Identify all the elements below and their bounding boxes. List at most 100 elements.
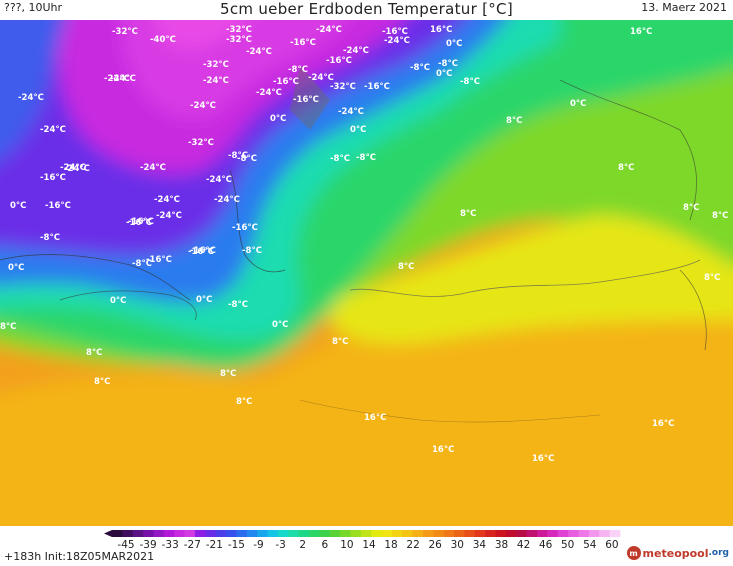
colorbar-tick-label: 22	[406, 539, 419, 550]
temperature-label: -24°C	[246, 47, 272, 57]
temperature-label: 0°C	[436, 69, 452, 79]
temperature-label: -24°C	[104, 74, 130, 84]
colorbar-swatch	[329, 530, 341, 537]
colorbar-swatch	[163, 530, 175, 537]
temperature-label: -16°C	[232, 223, 258, 233]
temperature-label: -24°C	[110, 74, 136, 84]
temperature-label: -8°C	[242, 246, 262, 256]
temperature-label: -16°C	[382, 27, 408, 37]
temperature-label: 0°C	[10, 201, 26, 211]
colorbar-swatch	[184, 530, 196, 537]
colorbar-swatch	[246, 530, 258, 537]
colorbar-swatch	[143, 530, 154, 537]
temperature-label: 0°C	[446, 39, 462, 49]
colorbar-tick-label: 54	[583, 539, 597, 550]
temperature-label: -24°C	[60, 163, 86, 173]
temperature-label: -8°C	[228, 151, 248, 161]
colorbar-swatch	[547, 530, 559, 537]
temperature-label: -32°C	[188, 138, 214, 148]
colorbar-swatch	[132, 530, 144, 537]
colorbar-tick-label: -33	[162, 539, 179, 550]
colorbar-swatch	[236, 530, 248, 537]
temperature-label: 0°C	[8, 263, 24, 273]
temperature-label: 16°C	[652, 419, 674, 429]
temperature-label: 16°C	[432, 445, 454, 455]
temperature-label: -16°C	[293, 95, 319, 105]
colorbar-tick-label: 50	[561, 539, 574, 550]
temperature-label: -24°C	[156, 211, 182, 221]
colorbar-swatch	[516, 530, 528, 537]
temperature-label: 0°C	[350, 125, 366, 135]
colorbar-swatch	[226, 530, 237, 537]
temperature-label: -24°C	[154, 195, 180, 205]
temperature-label: -16°C	[128, 217, 154, 227]
colorbar-swatch	[464, 530, 476, 537]
colorbar-swatch	[588, 530, 600, 537]
temperature-label: 0°C	[196, 295, 212, 305]
temperature-label: 16°C	[364, 413, 386, 423]
colorbar-tick-label: 18	[384, 539, 397, 550]
colorbar-swatch	[267, 530, 279, 537]
colorbar-swatch	[578, 530, 590, 537]
temperature-label: 8°C	[506, 116, 522, 126]
temperature-label: 8°C	[618, 163, 634, 173]
temperature-label: -24°C	[343, 46, 369, 56]
temperature-label: -32°C	[203, 60, 229, 70]
colorbar-swatch	[526, 530, 538, 537]
colorbar-swatch	[557, 530, 569, 537]
temperature-label: 16°C	[630, 27, 652, 37]
temperature-label: -24°C	[18, 93, 44, 103]
colorbar-swatch	[381, 530, 393, 537]
temperature-label: 8°C	[236, 397, 252, 407]
colorbar-tick-label: 60	[605, 539, 618, 550]
colorbar-swatch	[319, 530, 331, 537]
temperature-label: -24°C	[308, 73, 334, 83]
temperature-label: -8°C	[237, 154, 257, 164]
temperature-label: 8°C	[704, 273, 720, 283]
temperature-label: -8°C	[438, 59, 458, 69]
temperature-label: -8°C	[356, 153, 376, 163]
temperature-label: -24°C	[140, 163, 166, 173]
colorbar-swatch	[153, 530, 165, 537]
colorbar-legend: -45 -39 -33 -27 -21 -15 -9 -3 2 6 10 14 18 22 26 30 34 38…	[0, 526, 733, 566]
temperature-label: 8°C	[94, 377, 110, 387]
colorbar-ticks: -45 -39 -33 -27 -21 -15 -9 -3 2 6 10 14 18 22 26 30 34 38…	[117, 539, 618, 551]
temperature-label: -8°C	[330, 154, 350, 164]
temperature-label: -24°C	[40, 125, 66, 135]
temperature-label: 16°C	[430, 25, 452, 35]
temperature-label: -16°C	[188, 247, 214, 257]
colorbar-swatches	[104, 530, 621, 537]
temperature-label: -24°C	[214, 195, 240, 205]
temperature-label: -16°C	[45, 201, 71, 211]
colorbar-swatch	[454, 530, 465, 537]
colorbar-swatch	[360, 530, 372, 537]
temperature-label: -40°C	[150, 35, 176, 45]
colorbar-swatch	[205, 530, 217, 537]
colorbar-swatch	[194, 530, 206, 537]
colorbar-tick-label: -45	[117, 539, 134, 550]
colorbar-swatch	[433, 530, 445, 537]
colorbar-tick-label: -27	[184, 539, 201, 550]
colorbar-swatch	[174, 530, 185, 537]
colorbar-swatch	[122, 530, 134, 537]
colorbar-swatch	[599, 530, 611, 537]
temperature-label: -16°C	[364, 82, 390, 92]
temperature-label: 8°C	[398, 262, 414, 272]
meteopool-logo[interactable]: m meteopool .org	[626, 546, 729, 560]
colorbar-tick-label: 42	[517, 539, 530, 550]
colorbar-swatch	[537, 530, 548, 537]
colorbar-arrow-icon	[104, 530, 112, 537]
colorbar-swatch	[350, 530, 362, 537]
colorbar-swatch	[215, 530, 227, 537]
colorbar-swatch	[391, 530, 403, 537]
logo-icon: m	[626, 546, 641, 560]
temperature-label: 0°C	[570, 99, 586, 109]
colorbar-swatch	[423, 530, 434, 537]
temperature-label: -24°C	[190, 101, 216, 111]
temperature-label: -24°C	[384, 36, 410, 46]
map-header: ???, 10Uhr 5cm ueber Erdboden Temperatur…	[0, 0, 733, 20]
temperature-label: -24°C	[256, 88, 282, 98]
temperature-label: -32°C	[330, 82, 356, 92]
colorbar-tick-label: 2	[299, 539, 306, 550]
temperature-label: -8°C	[460, 77, 480, 87]
